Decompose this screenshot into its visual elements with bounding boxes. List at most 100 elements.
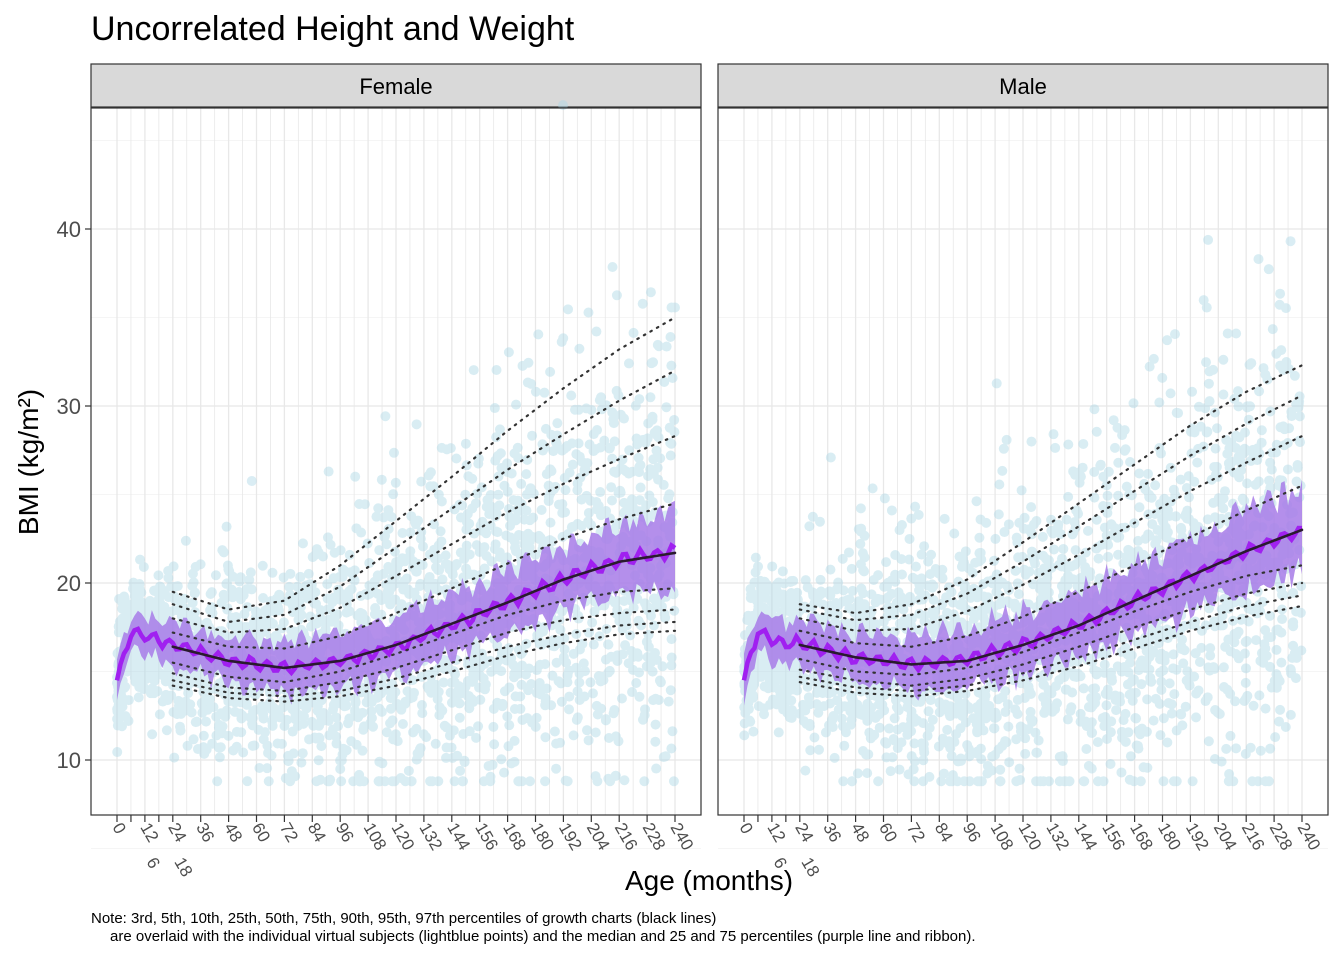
data-point [1239, 427, 1250, 438]
data-point [1275, 288, 1286, 299]
data-point [289, 626, 300, 637]
data-point [471, 540, 482, 551]
y-axis-label: BMI (kg/m²) [13, 389, 44, 535]
data-point [174, 721, 185, 732]
data-point [138, 681, 149, 692]
data-point [354, 710, 365, 721]
data-point [643, 602, 654, 613]
data-point [1055, 528, 1066, 539]
data-point [446, 742, 457, 753]
data-point [753, 561, 764, 572]
data-point [537, 439, 548, 450]
data-point [295, 571, 306, 582]
data-point [509, 735, 520, 746]
data-point [201, 683, 212, 694]
data-point [626, 494, 637, 505]
data-point [648, 454, 659, 465]
data-point [449, 776, 460, 787]
data-point [355, 776, 366, 787]
data-point [775, 666, 786, 677]
data-point [508, 495, 519, 506]
data-point [559, 472, 570, 483]
data-point [153, 669, 164, 680]
data-point [486, 501, 497, 512]
data-point [562, 776, 573, 787]
data-point [653, 695, 664, 706]
data-point [521, 469, 532, 480]
data-point [130, 582, 141, 593]
data-point [1166, 708, 1177, 719]
data-point [816, 588, 827, 599]
data-point [1203, 736, 1214, 747]
data-point [149, 585, 160, 596]
data-point [488, 721, 499, 732]
data-point [123, 695, 134, 706]
data-point [535, 627, 546, 638]
data-point [651, 654, 662, 665]
data-point [619, 413, 630, 424]
data-point [652, 339, 663, 350]
data-point [1241, 635, 1252, 646]
data-point [581, 725, 592, 736]
data-point [1218, 354, 1229, 365]
data-point [236, 713, 247, 724]
data-point [169, 594, 180, 605]
data-point [613, 390, 624, 401]
data-point [134, 666, 145, 677]
data-point [132, 596, 143, 607]
data-point [1138, 762, 1149, 773]
data-point [449, 693, 460, 704]
data-point [649, 647, 660, 658]
data-point [1192, 457, 1203, 468]
data-point [444, 730, 455, 741]
data-point [666, 634, 677, 645]
data-point [1014, 763, 1025, 774]
data-point [320, 617, 331, 628]
data-point [374, 545, 385, 556]
data-point [600, 654, 611, 665]
data-point [1280, 303, 1291, 314]
data-point [388, 734, 399, 745]
data-point [463, 471, 474, 482]
data-point [666, 660, 677, 671]
data-point [647, 411, 658, 422]
data-point [441, 752, 452, 763]
data-point [220, 711, 231, 722]
data-point [479, 542, 490, 553]
data-point [1039, 563, 1050, 574]
data-point [392, 736, 403, 747]
data-point [665, 331, 676, 342]
data-point [324, 775, 335, 786]
data-point [146, 661, 157, 672]
data-point [468, 696, 479, 707]
data-point [1102, 501, 1113, 512]
data-point [1058, 543, 1069, 554]
data-point [375, 776, 386, 787]
data-point [147, 662, 158, 673]
data-point [272, 738, 283, 749]
data-point [411, 419, 422, 430]
data-point [616, 693, 627, 704]
data-point [1201, 357, 1212, 368]
data-point [378, 512, 389, 523]
data-point [572, 712, 583, 723]
data-point [800, 765, 811, 776]
data-point [579, 691, 590, 702]
data-point [566, 390, 577, 401]
data-point [596, 392, 607, 403]
data-point [119, 602, 130, 613]
data-point [241, 699, 252, 710]
data-point [150, 669, 161, 680]
data-point [235, 708, 246, 719]
data-point [296, 610, 307, 621]
data-point [1231, 743, 1242, 754]
data-point [646, 358, 657, 369]
data-point [542, 536, 553, 547]
data-point [268, 702, 279, 713]
data-point [373, 776, 384, 787]
data-point [1178, 658, 1189, 669]
data-point [357, 745, 368, 756]
data-point [1080, 716, 1091, 727]
data-point [439, 663, 450, 674]
data-point [327, 597, 338, 608]
